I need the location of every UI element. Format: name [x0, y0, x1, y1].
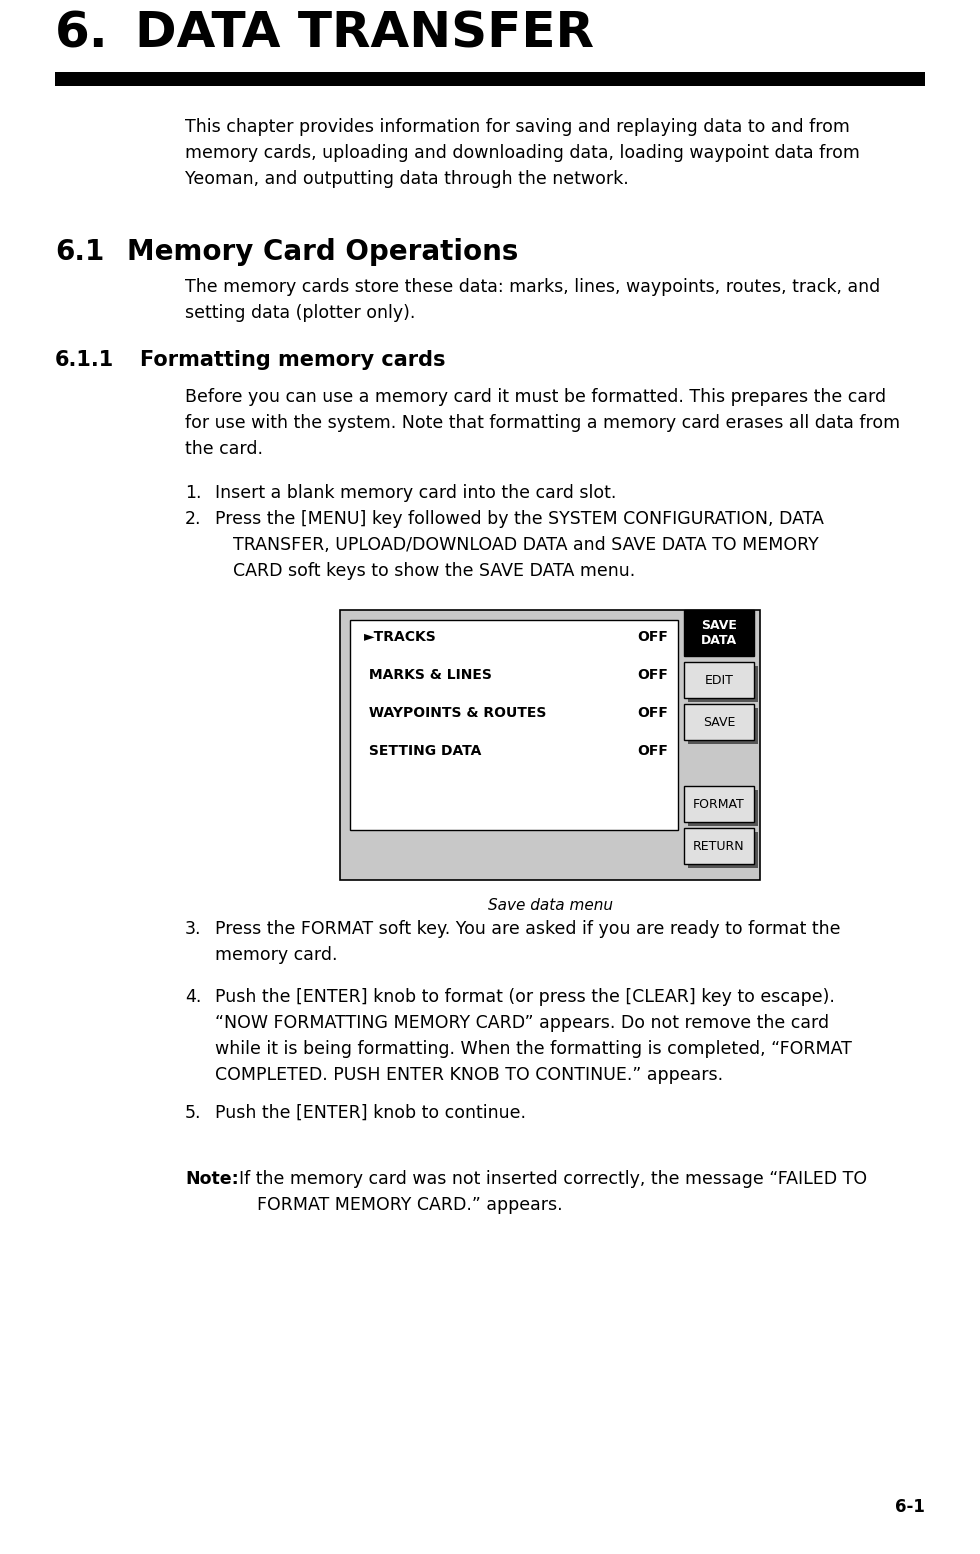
Text: FORMAT: FORMAT [693, 797, 745, 811]
Text: TRANSFER, UPLOAD/DOWNLOAD DATA and SAVE DATA TO MEMORY: TRANSFER, UPLOAD/DOWNLOAD DATA and SAVE … [233, 536, 818, 553]
Bar [340, 611, 760, 880]
Text: 1.: 1. [185, 483, 202, 502]
Text: FORMAT MEMORY CARD.” appears.: FORMAT MEMORY CARD.” appears. [257, 1197, 563, 1214]
Text: This chapter provides information for saving and replaying data to and from: This chapter provides information for sa… [185, 118, 850, 137]
Text: DATA TRANSFER: DATA TRANSFER [135, 9, 594, 57]
Text: WAYPOINTS & ROUTES: WAYPOINTS & ROUTES [364, 706, 547, 720]
Text: while it is being formatting. When the formatting is completed, “FORMAT: while it is being formatting. When the f… [215, 1040, 852, 1058]
Text: If the memory card was not inserted correctly, the message “FAILED TO: If the memory card was not inserted corr… [239, 1170, 867, 1187]
Text: Push the [ENTER] knob to format (or press the [CLEAR] key to escape).: Push the [ENTER] knob to format (or pres… [215, 988, 835, 1005]
Text: OFF: OFF [637, 744, 668, 758]
Text: 6.: 6. [55, 9, 109, 57]
Text: Yeoman, and outputting data through the network.: Yeoman, and outputting data through the … [185, 169, 629, 188]
Text: The memory cards store these data: marks, lines, waypoints, routes, track, and: The memory cards store these data: marks… [185, 278, 880, 295]
Text: setting data (plotter only).: setting data (plotter only). [185, 305, 416, 322]
Text: OFF: OFF [637, 706, 668, 720]
Text: ►TRACKS: ►TRACKS [364, 629, 437, 643]
Text: SAVE: SAVE [703, 715, 735, 729]
Text: Push the [ENTER] knob to continue.: Push the [ENTER] knob to continue. [215, 1103, 526, 1122]
Text: for use with the system. Note that formatting a memory card erases all data from: for use with the system. Note that forma… [185, 413, 900, 432]
Bar [55, 71, 925, 85]
Text: 3.: 3. [185, 920, 202, 939]
Text: 4.: 4. [185, 988, 201, 1005]
Text: Insert a blank memory card into the card slot.: Insert a blank memory card into the card… [215, 483, 616, 502]
Text: SAVE
DATA: SAVE DATA [701, 618, 737, 646]
Bar [684, 611, 754, 656]
Text: CARD soft keys to show the SAVE DATA menu.: CARD soft keys to show the SAVE DATA men… [233, 563, 635, 580]
Text: memory card.: memory card. [215, 946, 337, 963]
Text: EDIT: EDIT [705, 673, 733, 687]
Text: Save data menu: Save data menu [487, 898, 612, 914]
Text: Press the FORMAT soft key. You are asked if you are ready to format the: Press the FORMAT soft key. You are asked… [215, 920, 841, 939]
Bar [688, 831, 758, 869]
Text: 5.: 5. [185, 1103, 202, 1122]
Bar [688, 667, 758, 702]
Text: memory cards, uploading and downloading data, loading waypoint data from: memory cards, uploading and downloading … [185, 145, 859, 162]
Bar [688, 789, 758, 827]
Text: “NOW FORMATTING MEMORY CARD” appears. Do not remove the card: “NOW FORMATTING MEMORY CARD” appears. Do… [215, 1015, 829, 1032]
Text: Formatting memory cards: Formatting memory cards [140, 350, 446, 370]
Text: OFF: OFF [637, 629, 668, 643]
Text: OFF: OFF [637, 668, 668, 682]
Text: SETTING DATA: SETTING DATA [364, 744, 481, 758]
Text: 6.1.1: 6.1.1 [55, 350, 115, 370]
Bar [684, 828, 754, 864]
Text: COMPLETED. PUSH ENTER KNOB TO CONTINUE.” appears.: COMPLETED. PUSH ENTER KNOB TO CONTINUE.”… [215, 1066, 723, 1085]
Bar [350, 620, 678, 830]
Text: 6-1: 6-1 [895, 1498, 925, 1517]
Bar [684, 786, 754, 822]
Text: Before you can use a memory card it must be formatted. This prepares the card: Before you can use a memory card it must… [185, 388, 886, 406]
Text: 6.1: 6.1 [55, 238, 104, 266]
Text: Note:: Note: [185, 1170, 239, 1187]
Bar [688, 709, 758, 744]
Text: MARKS & LINES: MARKS & LINES [364, 668, 492, 682]
Text: 2.: 2. [185, 510, 202, 528]
Text: the card.: the card. [185, 440, 263, 458]
Text: Memory Card Operations: Memory Card Operations [127, 238, 518, 266]
Bar [684, 704, 754, 740]
Text: Press the [MENU] key followed by the SYSTEM CONFIGURATION, DATA: Press the [MENU] key followed by the SYS… [215, 510, 824, 528]
Text: RETURN: RETURN [693, 839, 745, 853]
Bar [684, 662, 754, 698]
